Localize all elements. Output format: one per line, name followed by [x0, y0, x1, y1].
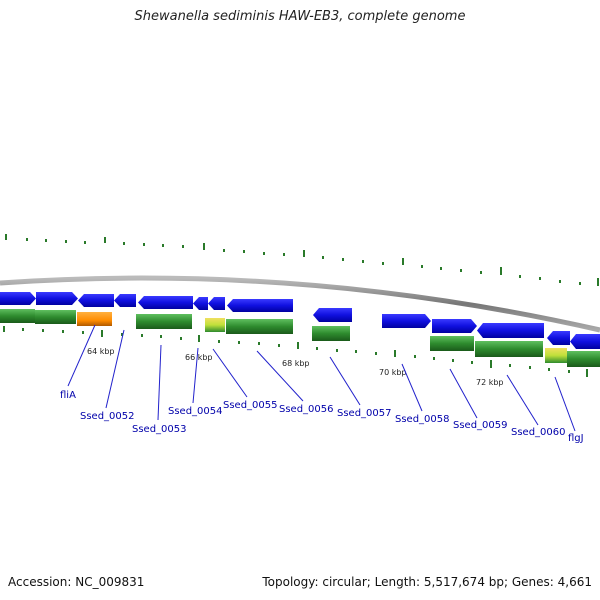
kbp-label: 72 kbp — [476, 378, 504, 387]
gene-label[interactable]: Ssed_0059 — [453, 420, 508, 431]
cds-arrow[interactable] — [208, 297, 225, 310]
gene-box[interactable] — [136, 314, 192, 329]
gene-label[interactable]: Ssed_0055 — [223, 400, 278, 411]
kbp-label: 70 kbp — [379, 368, 407, 377]
gene-box[interactable] — [430, 336, 474, 351]
cds-arrow[interactable] — [382, 314, 431, 328]
gene-box[interactable] — [567, 351, 600, 367]
gene-labels: fliA Ssed_0052 Ssed_0053 Ssed_0054 Ssed_… — [60, 390, 584, 444]
gene-box-highlight[interactable] — [545, 348, 567, 363]
gene-box[interactable] — [312, 326, 350, 341]
inner-tick-track — [3, 326, 588, 377]
gene-box[interactable] — [0, 309, 35, 323]
gene-label[interactable]: Ssed_0060 — [511, 427, 566, 438]
kbp-label: 66 kbp — [185, 353, 213, 362]
gene-label[interactable]: fliA — [60, 390, 76, 401]
kbp-label: 68 kbp — [282, 359, 310, 368]
cds-arrow[interactable] — [477, 323, 544, 338]
gene-label[interactable]: Ssed_0054 — [168, 406, 223, 417]
cds-arrow[interactable] — [138, 296, 193, 309]
cds-arrow[interactable] — [193, 297, 208, 310]
leader-lines — [67, 324, 576, 432]
cds-arrow[interactable] — [78, 294, 114, 307]
kbp-label: 64 kbp — [87, 347, 115, 356]
map-title: Shewanella sediminis HAW-EB3, complete g… — [134, 9, 466, 24]
outer-tick-track — [5, 234, 599, 286]
cds-arrow[interactable] — [570, 334, 600, 349]
accession-text: Accession: NC_009831 — [8, 575, 145, 589]
cds-arrow[interactable] — [313, 308, 352, 322]
gene-label[interactable]: Ssed_0052 — [80, 411, 135, 422]
cds-arrow[interactable] — [114, 294, 136, 307]
kbp-labels: 64 kbp 66 kbp 68 kbp 70 kbp 72 kbp — [87, 347, 504, 387]
forward-strand-track — [0, 292, 600, 349]
gene-box[interactable] — [475, 341, 543, 357]
cds-arrow[interactable] — [36, 292, 78, 305]
cds-arrow[interactable] — [0, 292, 36, 305]
gene-label[interactable]: flgJ — [568, 433, 584, 444]
genome-backbone — [0, 275, 600, 333]
cds-arrow[interactable] — [227, 299, 293, 312]
gene-box-highlight[interactable] — [205, 318, 225, 332]
cds-arrow[interactable] — [432, 319, 477, 333]
gene-box[interactable] — [226, 319, 293, 334]
gene-label[interactable]: Ssed_0058 — [395, 414, 450, 425]
genome-summary-text: Topology: circular; Length: 5,517,674 bp… — [262, 575, 592, 589]
gene-box-highlight[interactable] — [77, 312, 112, 326]
cds-arrow[interactable] — [547, 331, 570, 345]
gene-track — [0, 309, 600, 367]
gene-label[interactable]: Ssed_0057 — [337, 408, 392, 419]
gene-label[interactable]: Ssed_0053 — [132, 424, 187, 435]
gene-label[interactable]: Ssed_0056 — [279, 404, 334, 415]
gene-box[interactable] — [35, 310, 76, 324]
